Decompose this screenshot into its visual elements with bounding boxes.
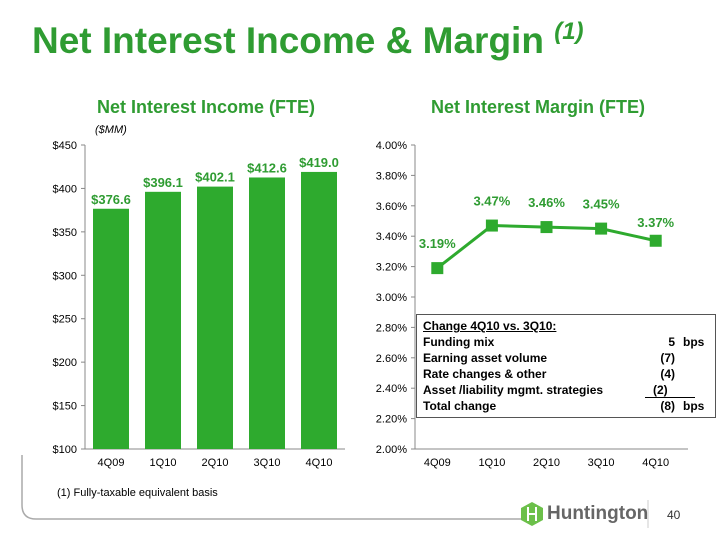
bar	[301, 171, 337, 449]
decorative-frame	[21, 455, 540, 520]
y-tick-label: 3.00%	[376, 292, 407, 304]
y-tick-label: $350	[53, 227, 77, 239]
change-unit: bps	[683, 399, 705, 413]
change-unit	[675, 350, 683, 366]
point-label: 3.19%	[419, 236, 456, 251]
change-unit	[695, 382, 703, 398]
change-label: Asset /liability mgmt. strategies	[423, 383, 604, 397]
change-unit: bps	[683, 335, 705, 349]
y-tick-label: 2.00%	[376, 444, 407, 456]
bar-label: $412.6	[247, 160, 287, 175]
change-header: Change 4Q10 vs. 3Q10:	[423, 319, 557, 333]
y-tick-label: 3.80%	[376, 170, 407, 182]
change-label: Rate changes & other	[423, 367, 547, 381]
y-tick-label: $400	[53, 183, 77, 195]
change-value: (7)	[660, 351, 675, 365]
y-tick-label: 3.60%	[376, 201, 407, 213]
bar	[249, 177, 285, 450]
bar	[197, 186, 233, 450]
y-tick-label: 3.20%	[376, 262, 407, 274]
nii-chart-title: Net Interest Income (FTE)	[97, 97, 316, 117]
x-tick-label: 4Q09	[424, 457, 451, 469]
change-value: (2)	[645, 382, 695, 398]
huntington-logo: Huntington	[521, 502, 648, 526]
change-row: Rate changes & other (4)	[423, 366, 709, 382]
change-row: Earning asset volume (7)	[423, 350, 709, 366]
change-value: (4)	[660, 367, 675, 381]
bar-label: $376.6	[91, 192, 131, 207]
y-tick-label: $200	[53, 357, 77, 369]
x-tick-label: 3Q10	[254, 457, 281, 469]
x-tick-label: 2Q10	[533, 457, 560, 469]
change-row: Asset /liability mgmt. strategies (2)	[423, 382, 709, 398]
y-tick-label: $250	[53, 314, 77, 326]
x-tick-label: 4Q10	[642, 457, 669, 469]
x-tick-label: 1Q10	[150, 457, 177, 469]
point-marker	[431, 262, 444, 275]
bar-label: $396.1	[143, 175, 183, 190]
unit-label: ($MM)	[95, 124, 127, 136]
point-marker	[595, 222, 608, 235]
point-marker	[540, 221, 553, 234]
bar-label: $419.0	[299, 155, 339, 170]
y-tick-label: $450	[53, 140, 77, 152]
y-tick-label: 4.00%	[376, 140, 407, 152]
point-label: 3.45%	[583, 197, 620, 212]
point-label: 3.46%	[528, 195, 565, 210]
y-tick-label: 2.60%	[376, 353, 407, 365]
y-tick-label: $300	[53, 270, 77, 282]
change-value: (8)	[660, 399, 675, 413]
change-box: Change 4Q10 vs. 3Q10: Funding mix 5 bps Ear…	[416, 314, 716, 418]
bar	[93, 208, 129, 449]
point-marker	[649, 234, 662, 247]
bar	[145, 191, 181, 450]
y-tick-label: 3.40%	[376, 231, 407, 243]
y-tick-label: 2.80%	[376, 322, 407, 334]
x-tick-label: 3Q10	[588, 457, 615, 469]
change-unit	[675, 366, 683, 382]
change-label: Earning asset volume	[423, 351, 548, 365]
point-label: 3.37%	[637, 215, 674, 230]
change-row: Funding mix 5 bps	[423, 334, 709, 350]
x-tick-label: 2Q10	[202, 457, 229, 469]
y-tick-label: $150	[53, 401, 77, 413]
x-tick-label: 4Q09	[98, 457, 125, 469]
footnote: (1) Fully-taxable equivalent basis	[57, 487, 218, 499]
point-marker	[485, 219, 498, 232]
logo-icon	[521, 502, 543, 526]
y-tick-label: $100	[53, 444, 77, 456]
nim-chart-title: Net Interest Margin (FTE)	[431, 97, 646, 117]
change-value: 5	[668, 335, 675, 349]
x-tick-label: 1Q10	[478, 457, 505, 469]
x-tick-label: 4Q10	[306, 457, 333, 469]
y-tick-label: 2.20%	[376, 414, 407, 426]
page-number: 40	[667, 508, 681, 522]
change-row: Total change (8) bps	[423, 398, 709, 414]
change-label: Funding mix	[423, 335, 495, 349]
y-tick-label: 2.40%	[376, 383, 407, 395]
point-label: 3.47%	[473, 194, 510, 209]
change-label: Total change	[423, 399, 497, 413]
bar-label: $402.1	[195, 170, 235, 185]
page-title: Net Interest Income & Margin (1)	[32, 18, 584, 61]
